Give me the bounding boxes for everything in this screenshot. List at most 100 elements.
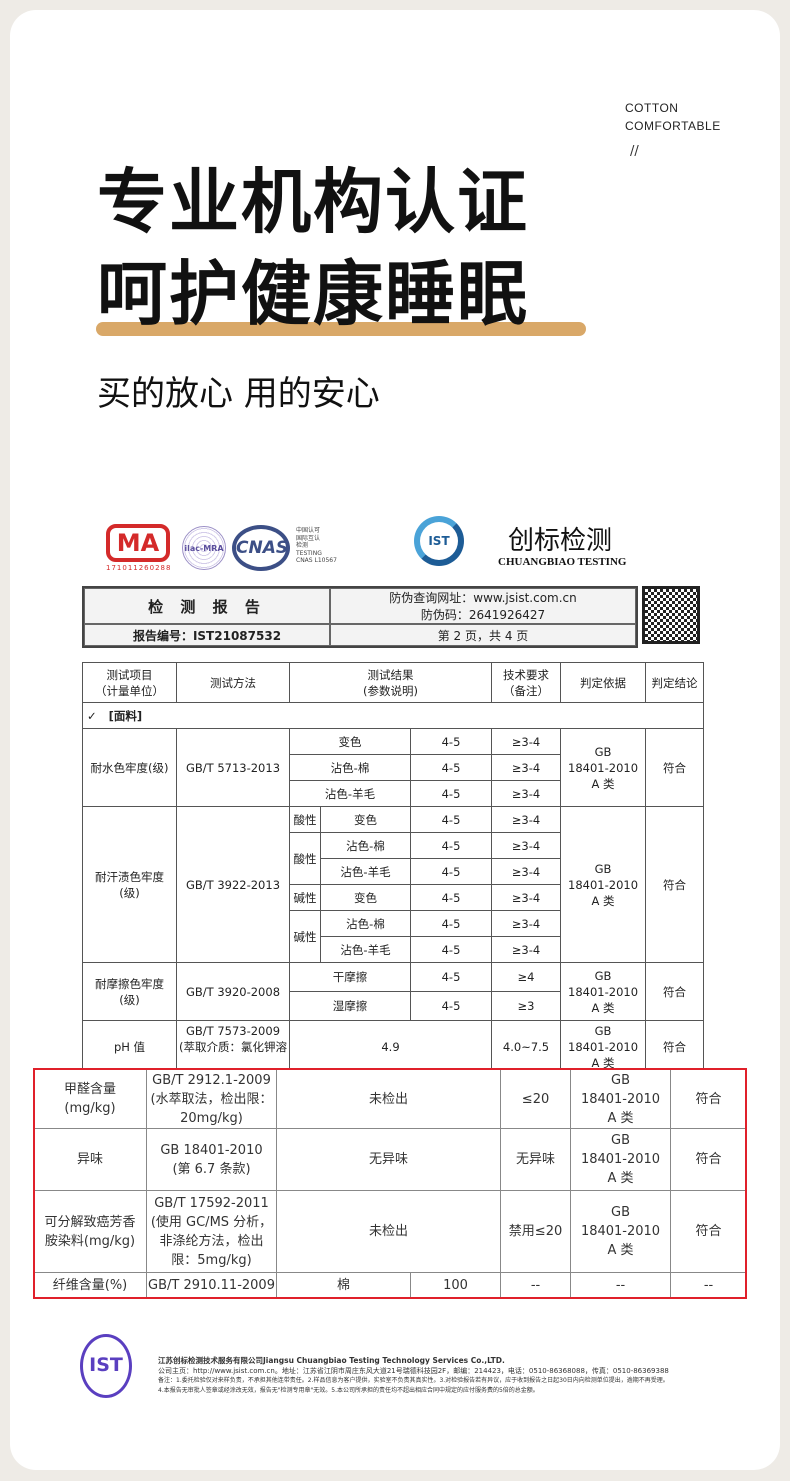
item-cell: 耐摩擦色牢度 (级) [82,962,177,1021]
ist-logo: IST [414,516,464,566]
item-cell: pH 值 [82,1020,177,1069]
verdict-cell: 符合 [670,1069,748,1129]
table-row: 纤维含量(%) GB/T 2910.11-2009 棉 100 -- -- -- [33,1272,748,1299]
req-cell: 4.0~7.5 [491,1020,562,1069]
basis-cell: GB 18401-2010 A 类 [570,1069,672,1129]
result-cell: 无异味 [275,1128,502,1191]
req-cell: ≥3-4 [491,858,562,885]
result-cell: 未检出 [275,1069,502,1129]
result-cell: 4-5 [409,780,493,807]
cma-logo: MA [106,524,170,562]
result-cell: 未检出 [275,1190,502,1273]
verdict-cell: 符合 [645,962,705,1021]
table-row: 耐水色牢度(级) GB/T 5713-2013 变色 4-5 ≥3-4 GB 18401-… [82,728,705,807]
req-cell: ≥4 [491,962,562,992]
result-cell: 4-5 [409,806,493,833]
tag-line: COTTON [625,101,679,115]
req-cell: ≥3-4 [491,884,562,911]
brand-cn: 创标检测 [508,526,613,556]
table-row: 沾色-羊毛 4-5 ≥3-4 [83,780,704,807]
req-cell: ≥3-4 [491,806,562,833]
method-cell: GB/T 7573-2009 (萃取介质：氯化钾溶 [176,1020,290,1069]
req-cell: ≥3-4 [491,780,562,807]
qr-code [642,586,700,644]
item-cell: 耐水色牢度(级) [82,728,177,807]
report-header: 检 测 报 告 防伪查询网址：www.jsist.com.cn 防伪码：26419… [82,586,638,648]
brand-en: CHUANGBIAO TESTING [498,556,627,568]
method-cell: GB/T 17592-2011 (使用 GC/MS 分析， 非涤纶方法，检出 限… [146,1190,277,1273]
item-cell: 纤维含量(%) [33,1272,147,1299]
basis-cell: -- [570,1272,672,1299]
param-cell: 沾色-羊毛 [289,780,411,807]
verdict-cell: 符合 [670,1190,748,1273]
table-row: 异味 GB 18401-2010 (第 6.7 条款) 无异味 无异味 GB 18401… [33,1128,748,1191]
footer-line: 公司主页：http://www.jsist.com.cn。地址：江苏省江阴市周庄… [158,1367,669,1375]
result-cell: 4-5 [409,991,493,1021]
header-cell: 判定结论 [645,662,705,703]
method-cell: GB/T 2912.1-2009 (水萃取法，检出限： 20mg/kg) [146,1069,277,1129]
alkali-label: 碱性 [289,884,321,911]
method-cell: GB/T 5713-2013 [176,728,290,807]
req-cell: ≥3-4 [491,728,562,755]
material-cell: 棉 [276,1272,411,1299]
result-cell: 4.9 [288,1020,493,1069]
param-cell: 沾色-羊毛 [320,858,411,885]
basis-cell: GB 18401-2010 A 类 [560,806,647,963]
highlighted-table: 甲醛含量 (mg/kg) GB/T 2912.1-2009 (水萃取法，检出限： … [33,1069,748,1299]
req-cell: 禁用≤20 [500,1190,572,1273]
param-cell: 湿摩擦 [289,991,411,1021]
alkali-label: 碱性 [289,910,321,963]
method-cell: GB 18401-2010 (第 6.7 条款) [146,1128,277,1191]
table-row: 沾色-棉 4-5 ≥3-4 [83,754,704,781]
subtitle: 买的放心 用的安心 [97,374,380,414]
param-cell: 变色 [320,884,411,911]
cma-number: 171011260288 [106,564,172,572]
param-cell: 沾色-棉 [320,910,411,937]
result-cell: 4-5 [409,910,493,937]
result-cell: 4-5 [409,936,493,963]
ist-stamp: IST [80,1334,132,1398]
table-row: 湿摩擦 4-5 ≥3 [83,991,704,1021]
acid-label: 酸性 [289,832,321,885]
report-title: 检 测 报 告 [84,588,330,624]
ilac-mra-logo: ilac-MRA [182,526,226,570]
slashes: // [630,144,639,159]
item-cell: 可分解致癌芳香 胺染料(mg/kg) [33,1190,147,1273]
table-row: 可分解致癌芳香 胺染料(mg/kg) GB/T 17592-2011 (使用 GC… [33,1190,748,1273]
result-cell: 4-5 [409,728,493,755]
cnas-logo: CNAS [232,525,290,571]
req-cell: ≥3-4 [491,754,562,781]
table-row: 沾色-羊毛 4-5 ≥3-4 [83,936,704,963]
method-cell: GB/T 3920-2008 [176,962,290,1021]
param-cell: 变色 [289,728,411,755]
param-cell: 变色 [320,806,411,833]
table-row: 耐摩擦色牢度 (级) GB/T 3920-2008 干摩擦 4-5 ≥4 GB 18401… [82,962,705,1021]
title-line-1: 专业机构认证 [97,161,529,243]
result-cell: 4-5 [409,962,493,992]
basis-cell: GB 18401-2010 A 类 [560,1020,647,1069]
basis-cell: GB 18401-2010 A 类 [560,962,647,1021]
report-table: 测试项目 （计量单位） 测试方法 测试结果 (参数说明) 技术要求 （备注） 判… [81,662,705,1069]
header-cell: 测试项目 （计量单位） [82,662,177,703]
footer-text: 江苏创标检测技术服务有限公司Jiangsu Chuangbiao Testing… [158,1356,718,1396]
highlight-frame [33,1068,747,1299]
header-cell: 测试方法 [176,662,290,703]
basis-cell: GB 18401-2010 A 类 [560,728,647,807]
footer-company: 江苏创标检测技术服务有限公司Jiangsu Chuangbiao Testing… [158,1356,505,1365]
section-row: ✓ [面料] [81,702,705,729]
result-cell: 4-5 [409,754,493,781]
section-label: [面料] [108,708,143,723]
verdict-cell: 符合 [645,728,705,807]
verdict-cell: -- [670,1272,748,1299]
cnas-text: 中国认可 国际互认 检测 TESTING CNAS L10567 [296,527,337,564]
title-underline [96,322,586,336]
req-cell: ≤20 [500,1069,572,1129]
value-cell: 100 [409,1272,502,1299]
table-row: 耐汗渍色牢度 (级) GB/T 3922-2013 酸性 变色 4-5 ≥3-4 GB 18… [82,806,705,963]
result-cell: 4-5 [409,832,493,859]
header-cell: 测试结果 (参数说明) [288,662,493,703]
report-number: 报告编号：IST21087532 [84,624,330,646]
tag-line: COMFORTABLE [625,119,721,133]
item-cell: 耐汗渍色牢度 (级) [82,806,177,963]
method-cell: GB/T 3922-2013 [176,806,290,963]
